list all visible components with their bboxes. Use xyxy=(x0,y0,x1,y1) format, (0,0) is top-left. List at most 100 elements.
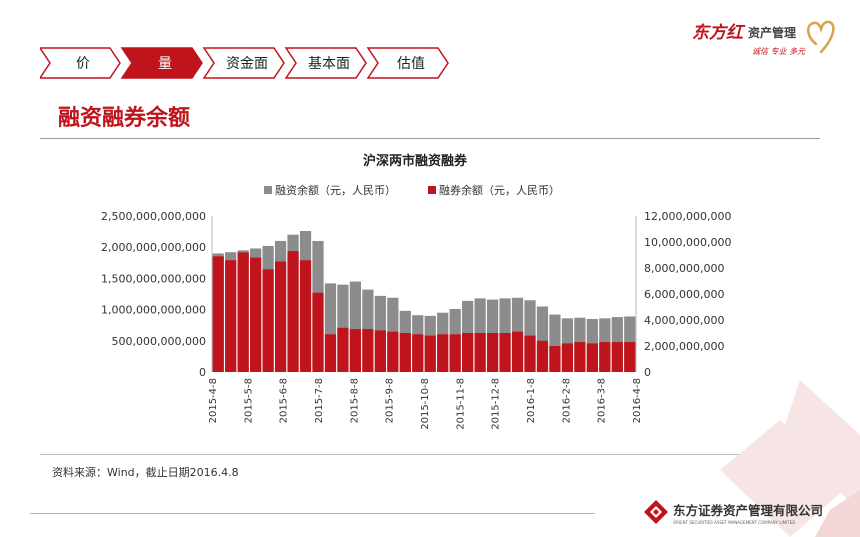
bar-short-selling xyxy=(624,342,636,372)
x-tick-label: 2016-1-8 xyxy=(526,378,537,423)
margin-balance-chart: 沪深两市融资融券 融资余额（元，人民币） 融券余额（元，人民币） 0 500,00… xyxy=(101,153,731,430)
legend-swatch-short-selling xyxy=(428,186,436,194)
bar-short-selling xyxy=(536,340,549,372)
bar-short-selling xyxy=(424,335,436,372)
bar-short-selling xyxy=(511,331,524,372)
bar-short-selling xyxy=(250,257,262,372)
brand-logo: 东方红 资产管理 诚信 专业 多元 xyxy=(692,20,835,56)
y-right-tick-label: 12,000,000,000 xyxy=(644,210,731,223)
nav-tab-0[interactable]: 价 xyxy=(40,47,121,79)
x-tick-label: 2015-4-8 xyxy=(208,378,219,423)
nav-tabs: 价 量 资金面 基本面 估值 xyxy=(40,47,449,79)
nav-tab-3[interactable]: 基本面 xyxy=(284,47,367,79)
bar-short-selling xyxy=(449,334,461,372)
y-left-tick-label: 2,500,000,000,000 xyxy=(101,210,206,223)
source-divider xyxy=(40,454,820,455)
y-right-tick-label: 0 xyxy=(644,366,651,379)
bar-short-selling xyxy=(437,334,449,372)
y-left-tick-label: 0 xyxy=(199,366,206,379)
footer-divider xyxy=(30,513,595,514)
x-tick-label: 2015-11-8 xyxy=(455,378,466,430)
series-short-selling xyxy=(212,251,636,372)
legend-swatch-margin-financing xyxy=(264,186,272,194)
y-left-tick-label: 1,500,000,000,000 xyxy=(101,272,206,285)
x-tick-label: 2015-12-8 xyxy=(491,378,502,430)
bar-short-selling xyxy=(599,342,611,372)
y-left-tick-label: 2,000,000,000,000 xyxy=(101,241,206,254)
y-left-tick-label: 500,000,000,000 xyxy=(112,335,206,348)
brand-slogan: 诚信 专业 多元 xyxy=(752,47,806,56)
company-logo: 东方证券资产管理有限公司 ORIENT SECURITIES ASSET MAN… xyxy=(644,500,823,525)
nav-tab-4[interactable]: 估值 xyxy=(366,47,449,79)
company-emblem-icon xyxy=(644,500,668,524)
nav-tab-label: 价 xyxy=(76,56,90,72)
company-name-en: ORIENT SECURITIES ASSET MANAGEMENT COMPA… xyxy=(673,520,795,525)
bar-short-selling xyxy=(262,269,274,372)
decorative-shapes xyxy=(720,380,860,537)
bar-short-selling xyxy=(499,333,511,372)
x-tick-label: 2015-7-8 xyxy=(314,378,325,423)
bar-short-selling xyxy=(212,256,224,372)
brand-name: 东方红 xyxy=(692,23,746,43)
deco-diamond xyxy=(720,420,850,537)
bar-short-selling xyxy=(299,260,312,372)
legend-label-margin-financing: 融资余额（元，人民币） xyxy=(275,183,396,197)
brand-product: 资产管理 xyxy=(748,25,796,40)
bar-margin-financing xyxy=(349,281,362,372)
bar-margin-financing xyxy=(324,283,337,372)
deco-diamond xyxy=(815,490,860,537)
bar-short-selling xyxy=(462,333,474,372)
x-tick-label: 2015-5-8 xyxy=(243,378,254,423)
bar-short-selling xyxy=(274,261,287,372)
bar-short-selling xyxy=(287,251,299,372)
x-tick-label: 2015-6-8 xyxy=(279,378,290,423)
x-tick-label: 2015-10-8 xyxy=(420,378,431,430)
company-name-cn: 东方证券资产管理有限公司 xyxy=(673,503,823,518)
bar-short-selling xyxy=(387,331,399,372)
y-left-tick-label: 1,000,000,000,000 xyxy=(101,304,206,317)
bar-short-selling xyxy=(337,327,349,372)
y-right-tick-label: 6,000,000,000 xyxy=(644,288,724,301)
bar-short-selling xyxy=(324,334,337,372)
nav-tab-label: 资金面 xyxy=(226,56,268,72)
x-tick-label: 2016-4-8 xyxy=(632,378,643,423)
y-right-tick-label: 4,000,000,000 xyxy=(644,314,724,327)
bar-short-selling xyxy=(549,346,561,372)
bar-short-selling xyxy=(474,333,486,372)
bar-short-selling xyxy=(349,329,362,372)
x-tick-label: 2015-9-8 xyxy=(385,378,396,423)
x-tick-label: 2015-8-8 xyxy=(349,378,360,423)
bar-short-selling xyxy=(312,292,324,372)
chart-axes: 0 500,000,000,000 1,000,000,000,000 1,500,0… xyxy=(101,210,731,430)
bar-short-selling xyxy=(374,330,386,372)
nav-tab-label: 基本面 xyxy=(308,55,350,72)
bar-margin-financing xyxy=(536,306,549,372)
title-divider xyxy=(40,138,820,139)
y-right-tick-label: 8,000,000,000 xyxy=(644,262,724,275)
bar-short-selling xyxy=(225,260,237,372)
bar-short-selling xyxy=(586,343,598,372)
x-tick-label: 2016-2-8 xyxy=(561,378,572,423)
y-right-tick-label: 10,000,000,000 xyxy=(644,236,731,249)
bar-short-selling xyxy=(237,252,249,372)
nav-tab-label: 量 xyxy=(158,56,172,72)
bar-short-selling xyxy=(574,342,586,372)
bar-margin-financing xyxy=(549,314,561,372)
nav-tab-label: 估值 xyxy=(397,56,425,72)
y-right-tick-label: 2,000,000,000 xyxy=(644,340,724,353)
bar-short-selling xyxy=(412,334,424,372)
bar-short-selling xyxy=(486,333,499,372)
bar-short-selling xyxy=(611,342,623,372)
bar-short-selling xyxy=(362,329,374,372)
source-note: 资料来源：Wind，截止日期2016.4.8 xyxy=(52,466,239,479)
nav-tab-2[interactable]: 资金面 xyxy=(202,47,285,79)
x-tick-label: 2016-3-8 xyxy=(597,378,608,423)
heart-icon xyxy=(807,20,835,54)
section-title: 融资融券余额 xyxy=(58,106,191,131)
legend-label-short-selling: 融券余额（元，人民币） xyxy=(439,183,560,197)
bar-short-selling xyxy=(561,343,574,372)
chart-title: 沪深两市融资融券 xyxy=(363,153,468,169)
nav-tab-1[interactable]: 量 xyxy=(120,47,203,79)
chart-legend: 融资余额（元，人民币） 融券余额（元，人民币） xyxy=(264,183,560,197)
bar-short-selling xyxy=(524,335,536,372)
